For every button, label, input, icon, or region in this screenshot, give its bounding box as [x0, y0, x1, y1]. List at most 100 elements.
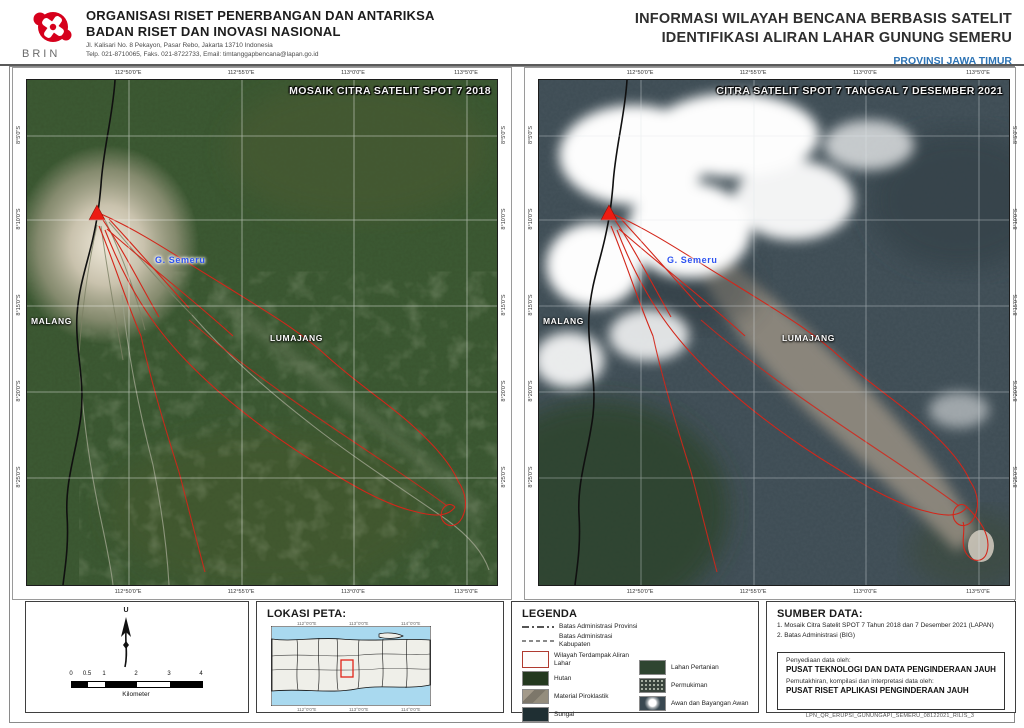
poster-title-line2: IDENTIFIKASI ALIRAN LAHAR GUNUNG SEMERU — [661, 29, 1012, 46]
brin-logo-icon — [33, 12, 72, 42]
legend-box: LEGENDA Batas Administrasi Provinsi Bata… — [511, 601, 759, 723]
inset-tick: 113°0'0"E — [349, 621, 369, 626]
lat-tick: 8°15'0"S — [1013, 294, 1019, 316]
legend-item: Awan dan Bayangan Awan — [639, 696, 749, 711]
lat-tick: 8°5'0"S — [528, 125, 534, 145]
river-swatch — [522, 707, 549, 723]
map-panel-2021: 112°50'0"E 112°55'0"E 113°0'0"E 113°5'0"… — [524, 67, 1019, 600]
legend-label: Permukiman — [671, 681, 708, 689]
cloud-swatch — [639, 696, 666, 711]
lon-tick: 112°50'0"E — [114, 70, 142, 76]
satellite-image-2021: CITRA SATELIT SPOT 7 TANGGAL 7 DESEMBER … — [538, 79, 1010, 586]
graticule-grid — [27, 80, 497, 585]
graticule-grid — [539, 80, 1009, 585]
lon-tick: 112°55'0"E — [227, 589, 255, 595]
lat-tick: 8°10'0"S — [1013, 208, 1019, 230]
farmland-swatch — [639, 660, 666, 675]
pyroclastic-swatch — [522, 689, 549, 705]
legend-label: Material Piroklastik — [554, 693, 609, 701]
org-line2: BADAN RISET DAN INOVASI NASIONAL — [86, 24, 341, 40]
lat-tick: 8°10'0"S — [501, 208, 507, 230]
org-line1: ORGANISASI RISET PENERBANGAN DAN ANTARIK… — [86, 8, 435, 23]
lat-tick: 8°25'0"S — [501, 466, 507, 488]
legend-label: Wilayah Terdampak Aliran Lahar — [554, 652, 630, 667]
legend-item: Material Piroklastik — [522, 689, 639, 705]
lon-tick: 112°55'0"E — [227, 70, 255, 76]
label-lumajang: LUMAJANG — [782, 333, 835, 343]
province-boundary-swatch — [522, 625, 554, 628]
lat-tick: 8°5'0"S — [16, 125, 22, 145]
scale-bar — [71, 681, 203, 688]
impacted-area-swatch — [522, 651, 549, 669]
forest-swatch — [522, 671, 549, 687]
scale-box: U 0 0.5 1 2 3 4 Kilometer — [25, 601, 249, 713]
org-contact: Telp. 021-8710065, Faks. 021-8722733, Em… — [86, 50, 319, 58]
poster-title-line1: INFORMASI WILAYAH BENCANA BERBASIS SATEL… — [634, 11, 1012, 27]
lon-tick: 113°0'0"E — [341, 589, 365, 595]
legend-item: Permukiman — [639, 678, 749, 693]
legend-label: Awan dan Bayangan Awan — [671, 699, 749, 707]
lon-tick: 112°50'0"E — [626, 589, 654, 595]
lat-tick: 8°10'0"S — [528, 208, 534, 230]
legend-item: Hutan — [522, 671, 639, 687]
header-divider — [0, 64, 1024, 66]
credits-box: Penyediaan data oleh: PUSAT TEKNOLOGI DA… — [777, 652, 1005, 710]
source-line: 1. Mosaik Citra Satelit SPOT 7 Tahun 201… — [777, 622, 994, 629]
lat-tick: 8°15'0"S — [501, 294, 507, 316]
updater-name: PUSAT RISET APLIKASI PENGINDERAAN JAUH — [786, 686, 969, 695]
lat-tick: 8°20'0"S — [1013, 380, 1019, 402]
provider-name: PUSAT TEKNOLOGI DAN DATA PENGINDERAAN JA… — [786, 665, 996, 674]
document-code: LPN_QR_ERUPSI_GUNUNGAPI_SEMERU_08122021_… — [805, 713, 975, 719]
updater-label: Pemutakhiran, kompilasi dan interpretasi… — [786, 678, 934, 685]
lat-tick: 8°25'0"S — [1013, 466, 1019, 488]
sumber-title: SUMBER DATA: — [777, 608, 863, 620]
inset-area-marker — [340, 659, 354, 678]
lat-tick: 8°5'0"S — [501, 125, 507, 145]
org-block: ORGANISASI RISET PENERBANGAN DAN ANTARIK… — [86, 8, 435, 59]
legend-item: Sungai — [522, 707, 639, 723]
inset-tick: 114°0'0"E — [401, 707, 421, 712]
legend-title: LEGENDA — [522, 608, 578, 620]
legend-item: Lahan Pertanian — [639, 660, 749, 675]
title-block: INFORMASI WILAYAH BENCANA BERBASIS SATEL… — [635, 10, 1012, 67]
lon-tick: 112°55'0"E — [739, 589, 767, 595]
settlement-swatch — [639, 678, 666, 693]
scale-tick: 0.5 — [82, 671, 92, 677]
inset-tick: 112°0'0"E — [297, 621, 317, 626]
lon-tick: 112°50'0"E — [114, 589, 142, 595]
lon-tick: 113°5'0"E — [966, 70, 990, 76]
sumber-data-box: SUMBER DATA: 1. Mosaik Citra Satelit SPO… — [766, 601, 1016, 713]
inset-tick: 112°0'0"E — [297, 707, 317, 712]
label-g-semeru: G. Semeru — [155, 255, 206, 265]
scale-tick: 0 — [69, 671, 73, 677]
admin-boundary-line — [62, 80, 116, 585]
north-label: U — [123, 607, 129, 614]
org-address: Jl. Kalisari No. 8 Pekayon, Pasar Rebo, … — [86, 41, 273, 49]
lat-tick: 8°5'0"S — [1013, 125, 1019, 145]
source-line: 2. Batas Administrasi (BIG) — [777, 631, 856, 639]
inset-tick: 114°0'0"E — [401, 621, 421, 626]
lahar-outline — [610, 213, 989, 573]
lat-tick: 8°15'0"S — [528, 294, 534, 316]
legend-item: Wilayah Terdampak Aliran Lahar — [522, 651, 639, 669]
java-inset-map — [271, 626, 431, 706]
label-malang: MALANG — [543, 316, 584, 326]
brin-logo-text: BRIN — [22, 48, 60, 60]
lon-tick: 113°0'0"E — [853, 70, 877, 76]
lat-tick: 8°15'0"S — [16, 294, 22, 316]
lon-tick: 113°5'0"E — [454, 589, 478, 595]
label-lumajang: LUMAJANG — [270, 333, 323, 343]
lokasi-title: LOKASI PETA: — [267, 608, 347, 620]
scale-tick: 3 — [167, 671, 171, 677]
legend-label: Batas Administrasi Kabupaten — [559, 633, 613, 648]
lon-tick: 112°50'0"E — [626, 70, 654, 76]
legend-item: Batas Administrasi Kabupaten — [522, 633, 639, 648]
scale-unit: Kilometer — [122, 691, 150, 698]
lon-tick: 113°0'0"E — [853, 589, 877, 595]
river-braid — [215, 293, 484, 517]
legend-label: Batas Administrasi Provinsi — [559, 623, 638, 630]
lahar-outline — [98, 213, 467, 573]
label-malang: MALANG — [31, 316, 72, 326]
lat-tick: 8°20'0"S — [528, 380, 534, 402]
